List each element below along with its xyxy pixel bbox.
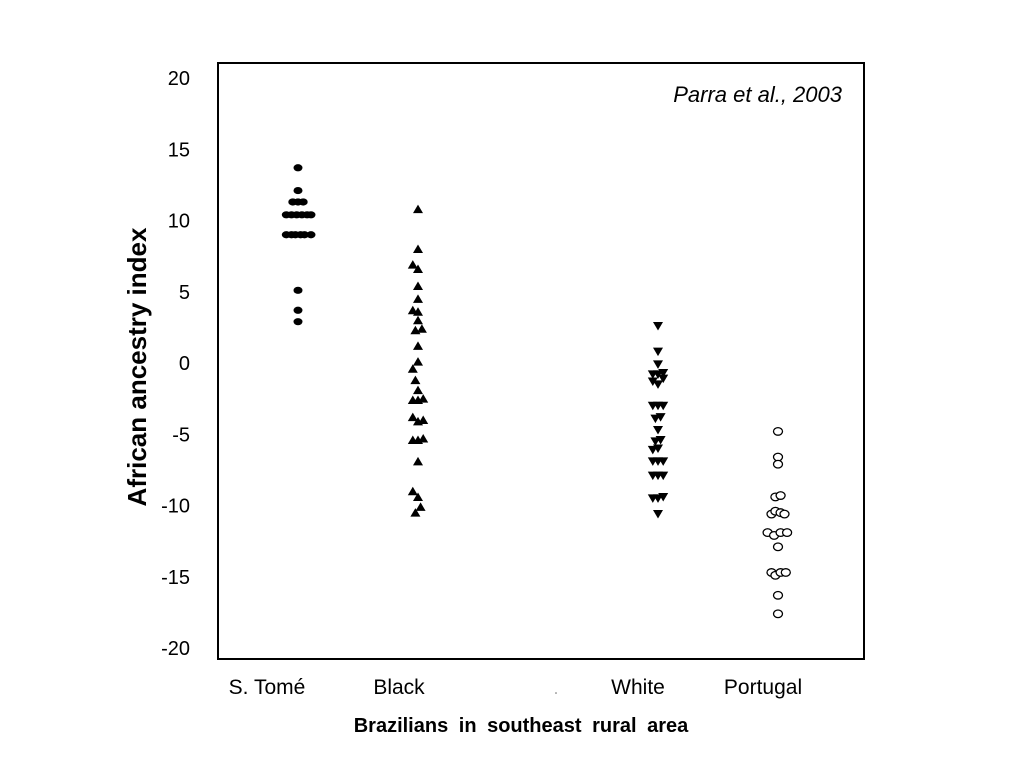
citation-annotation: Parra et al., 2003 (673, 82, 843, 107)
data-point (418, 415, 429, 424)
data-point (658, 368, 669, 378)
stray-dot (555, 692, 557, 694)
data-point (407, 486, 418, 496)
y-tick-label: -10 (161, 496, 190, 518)
data-point (772, 459, 784, 469)
data-point (413, 264, 423, 273)
data-point (653, 321, 663, 331)
data-point (300, 231, 309, 239)
data-point (418, 434, 429, 443)
data-point (413, 357, 423, 366)
x-category-label: Black (373, 676, 425, 699)
data-point (772, 590, 784, 600)
data-point (658, 374, 669, 384)
data-point (415, 502, 426, 511)
data-point (413, 492, 423, 501)
data-point (655, 435, 666, 445)
data-point (418, 394, 429, 403)
data-point (410, 375, 421, 385)
x-category-label: White (611, 676, 665, 699)
data-point (647, 377, 658, 387)
plot-frame (217, 62, 865, 660)
data-point (772, 609, 784, 619)
data-point (658, 471, 669, 481)
x-axis-categories: S. Tomé Black White Portugal (229, 676, 802, 699)
data-point (293, 306, 303, 314)
data-point (653, 510, 663, 519)
data-point (413, 294, 423, 303)
data-point (772, 452, 784, 462)
data-point (653, 425, 663, 435)
data-point (772, 542, 784, 552)
y-axis-ticks: 20 15 10 5 0 -5 -10 -15 -20 (161, 68, 190, 660)
data-point (413, 204, 423, 214)
data-point (407, 412, 418, 422)
data-point (655, 413, 666, 422)
data-point (658, 457, 669, 466)
x-category-label: S. Tomé (229, 676, 306, 699)
data-point (293, 286, 303, 294)
data-point (779, 509, 790, 519)
data-point (781, 528, 793, 538)
data-points (281, 164, 793, 619)
y-tick-label: 20 (168, 68, 190, 90)
data-point (772, 426, 784, 436)
data-point (653, 380, 663, 389)
data-point (413, 456, 423, 466)
data-point (298, 198, 308, 206)
data-point (306, 211, 316, 219)
y-tick-label: 15 (168, 139, 190, 161)
y-axis-label: African ancestry index (122, 227, 152, 506)
data-point (653, 360, 663, 369)
data-point (413, 385, 423, 395)
data-point (413, 244, 423, 253)
data-point (653, 347, 663, 357)
data-point (407, 260, 418, 269)
data-point (780, 568, 791, 577)
data-point (407, 364, 418, 373)
y-tick-label: -15 (161, 567, 190, 589)
data-point (413, 281, 423, 291)
y-tick-label: 0 (179, 353, 190, 375)
data-point (653, 444, 663, 453)
data-point (410, 508, 421, 517)
data-point (293, 318, 303, 326)
data-point (416, 324, 427, 333)
data-point (775, 491, 786, 500)
y-tick-label: 10 (168, 211, 190, 233)
data-point (413, 315, 423, 325)
data-point (658, 401, 669, 411)
data-point (293, 186, 303, 195)
y-tick-label: -5 (172, 424, 190, 446)
data-point (306, 231, 316, 239)
data-point (413, 307, 423, 316)
data-point (658, 492, 669, 502)
y-tick-label: -20 (161, 638, 190, 660)
x-axis-label: Brazilians in southeast rural area (354, 715, 689, 737)
data-point (413, 341, 423, 350)
x-category-label: Portugal (724, 676, 802, 699)
y-tick-label: 5 (179, 282, 190, 304)
data-point (293, 164, 303, 172)
